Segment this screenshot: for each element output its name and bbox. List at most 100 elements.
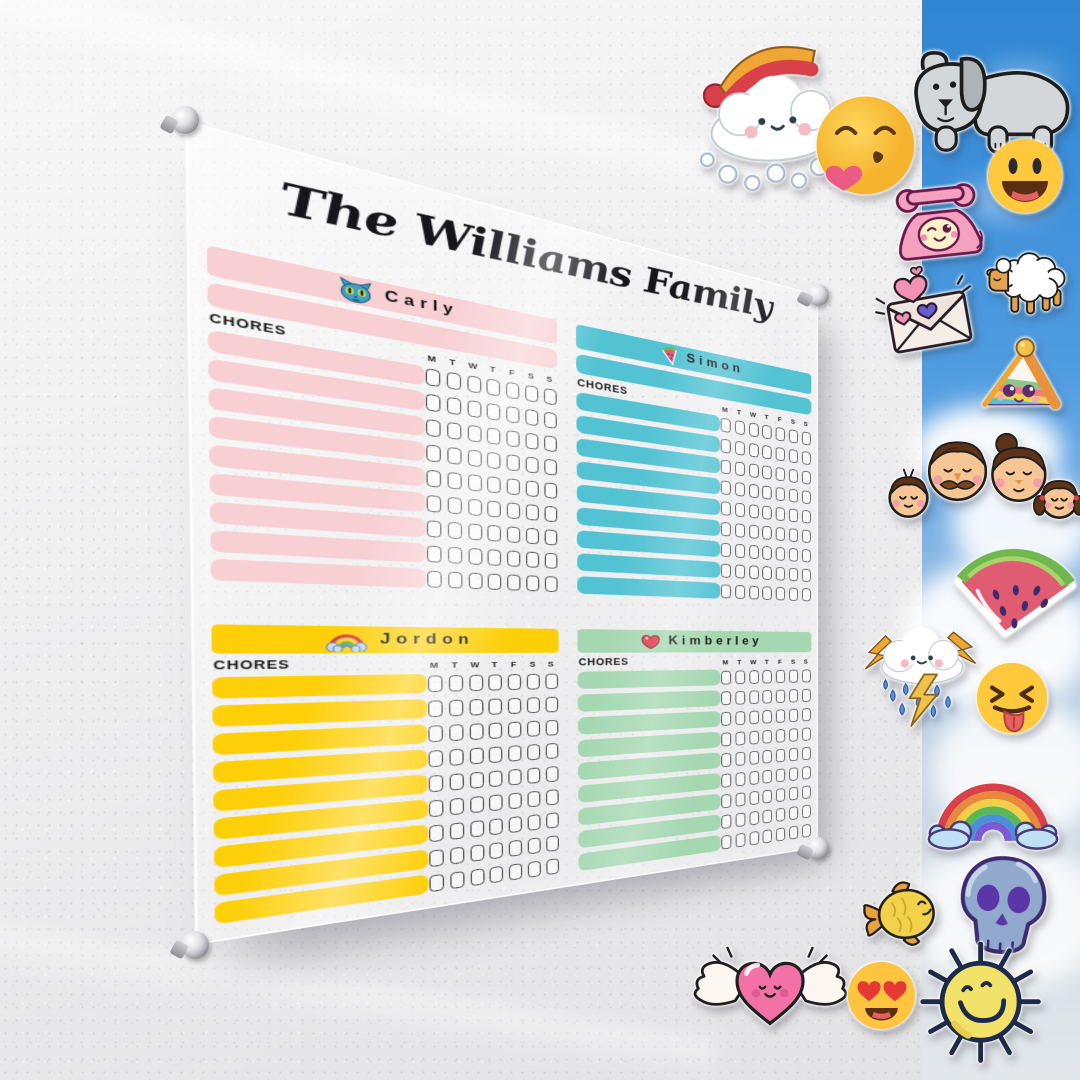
checkbox-cell bbox=[487, 451, 501, 469]
sheep-sticker bbox=[980, 243, 1070, 317]
rainbow-sticker bbox=[926, 750, 1060, 851]
checkbox-row bbox=[720, 500, 811, 524]
blank-chore-bar bbox=[212, 699, 428, 728]
checkbox-cell bbox=[789, 468, 799, 483]
checkbox-cell bbox=[507, 525, 521, 543]
checkbox-cell bbox=[802, 785, 811, 799]
checkbox-cell bbox=[749, 710, 759, 724]
day-initial: S bbox=[527, 371, 534, 381]
checkbox-cell bbox=[789, 547, 799, 562]
checkbox-row bbox=[427, 673, 559, 692]
checkbox-cell bbox=[527, 720, 541, 737]
checkbox-cell bbox=[776, 728, 786, 743]
checkbox-cell bbox=[508, 744, 522, 762]
tongue-out-emoji-sticker bbox=[974, 660, 1050, 736]
checkbox-cell bbox=[735, 792, 746, 807]
checkbox-cell bbox=[525, 384, 539, 403]
checkbox-cell bbox=[735, 543, 745, 558]
checkbox-cell bbox=[735, 481, 745, 497]
checkbox-cell bbox=[428, 749, 444, 767]
checkbox-cell bbox=[427, 570, 442, 588]
checkbox-cell bbox=[470, 819, 484, 838]
checkbox-cell bbox=[468, 547, 483, 565]
checkbox-cell bbox=[720, 459, 731, 475]
checkbox-cell bbox=[487, 500, 502, 518]
checkbox-cell bbox=[508, 792, 522, 809]
checkbox-cell bbox=[721, 773, 732, 788]
checkbox-cell bbox=[544, 411, 557, 429]
checkbox-cell bbox=[762, 709, 773, 724]
day-initial: T bbox=[491, 660, 498, 669]
checkbox-cell bbox=[776, 506, 786, 521]
checkbox-cell bbox=[748, 483, 759, 498]
checkbox-cell bbox=[449, 797, 464, 815]
checkbox-cell bbox=[546, 788, 559, 806]
checkbox-cell bbox=[749, 585, 759, 600]
checkbox-cell bbox=[489, 769, 503, 787]
checkbox-cell bbox=[735, 751, 746, 766]
checkbox-cell bbox=[450, 870, 465, 889]
day-initial: S bbox=[790, 417, 795, 426]
checkbox-cell bbox=[449, 772, 464, 791]
checkbox-cell bbox=[506, 477, 521, 495]
checkbox-cell bbox=[545, 719, 559, 736]
checkbox-cell bbox=[489, 841, 504, 859]
day-initial: F bbox=[509, 368, 515, 378]
checkbox-cell bbox=[801, 470, 811, 485]
checkbox-cell bbox=[721, 670, 732, 685]
checkbox-row bbox=[721, 746, 812, 767]
checkbox-cell bbox=[448, 699, 464, 716]
checkbox-cell bbox=[762, 729, 773, 744]
checkbox-cell bbox=[776, 768, 786, 782]
checkbox-cell bbox=[467, 448, 482, 467]
checkbox-cell bbox=[467, 473, 482, 492]
checkbox-cell bbox=[749, 770, 759, 785]
blank-chore-bar bbox=[577, 576, 721, 599]
day-initial: S bbox=[803, 658, 808, 665]
grinning-emoji-sticker bbox=[985, 136, 1065, 216]
checkbox-cell bbox=[801, 568, 811, 582]
checkbox-cell bbox=[749, 750, 759, 765]
checkbox-cell bbox=[429, 823, 444, 842]
day-initial: S bbox=[803, 420, 808, 428]
checkbox-cell bbox=[507, 550, 521, 567]
member-header: Jordon bbox=[211, 624, 559, 654]
checkbox-cell bbox=[527, 767, 541, 784]
heart-icon bbox=[641, 633, 661, 650]
checkbox-cell bbox=[762, 444, 772, 460]
day-initial: M bbox=[722, 405, 728, 414]
checkbox-cell bbox=[802, 669, 811, 683]
checkbox-cell bbox=[470, 843, 484, 862]
day-initial: W bbox=[750, 658, 757, 666]
checkbox-cell bbox=[801, 509, 811, 524]
skull-sticker bbox=[948, 849, 1057, 963]
checkbox-cell bbox=[735, 584, 745, 599]
member-name: Jordon bbox=[379, 631, 475, 648]
checkbox-cell bbox=[762, 586, 772, 600]
checkbox-cell bbox=[488, 674, 503, 691]
checkbox-cell bbox=[489, 793, 504, 811]
checkbox-cell bbox=[762, 505, 772, 520]
checkbox-cell bbox=[735, 812, 746, 827]
checkbox-cell bbox=[776, 748, 786, 763]
checkbox-cell bbox=[426, 494, 442, 513]
checkbox-cell bbox=[546, 811, 559, 829]
telephone-sticker bbox=[884, 171, 993, 271]
day-initial: M bbox=[429, 660, 439, 670]
checkbox-cell bbox=[776, 526, 786, 541]
checkbox-cell bbox=[428, 774, 444, 792]
checkbox-cell bbox=[749, 503, 759, 519]
checkbox-cell bbox=[721, 584, 731, 599]
checkbox-cell bbox=[449, 821, 464, 840]
checkbox-cell bbox=[801, 529, 811, 543]
checkbox-cell bbox=[801, 450, 811, 465]
checkbox-cell bbox=[749, 565, 759, 579]
checkbox-cell bbox=[789, 567, 799, 581]
checkbox-cell bbox=[470, 867, 485, 886]
checkbox-cell bbox=[425, 367, 441, 387]
love-letter-sticker bbox=[866, 253, 989, 369]
